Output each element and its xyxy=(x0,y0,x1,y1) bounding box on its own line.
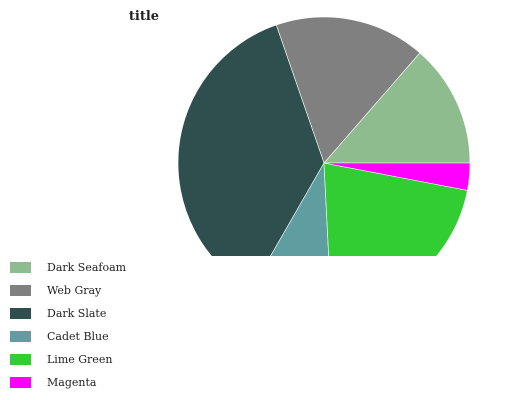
chart-title: title xyxy=(128,9,160,24)
legend-swatch xyxy=(10,331,31,342)
legend-label: Web Gray xyxy=(47,284,102,297)
legend-item: Dark Seafoam xyxy=(10,256,126,279)
legend-swatch xyxy=(10,308,31,319)
legend-swatch xyxy=(10,354,31,365)
legend-item: Magenta xyxy=(10,371,126,394)
legend-label: Lime Green xyxy=(47,353,113,366)
legend-item: Dark Slate xyxy=(10,302,126,325)
pie-slice-cadet-blue xyxy=(270,161,329,256)
pie-chart xyxy=(177,16,471,256)
legend-label: Dark Slate xyxy=(47,307,107,320)
pie-slice-web-gray xyxy=(275,16,421,164)
legend: Dark Seafoam Web Gray Dark Slate Cadet Blue… xyxy=(10,256,126,394)
pie-slice-dark-seafoam xyxy=(323,52,471,164)
legend-label: Cadet Blue xyxy=(47,330,109,343)
legend-swatch xyxy=(10,377,31,388)
pie-slice-magenta xyxy=(323,162,471,191)
legend-item: Cadet Blue xyxy=(10,325,126,348)
legend-label: Magenta xyxy=(47,376,97,389)
legend-swatch xyxy=(10,285,31,296)
legend-item: Web Gray xyxy=(10,279,126,302)
pie-slice-dark-slate xyxy=(177,24,325,256)
legend-label: Dark Seafoam xyxy=(47,261,127,274)
legend-swatch xyxy=(10,262,31,273)
legend-item: Lime Green xyxy=(10,348,126,371)
pie-slice-lime-green xyxy=(323,162,468,256)
